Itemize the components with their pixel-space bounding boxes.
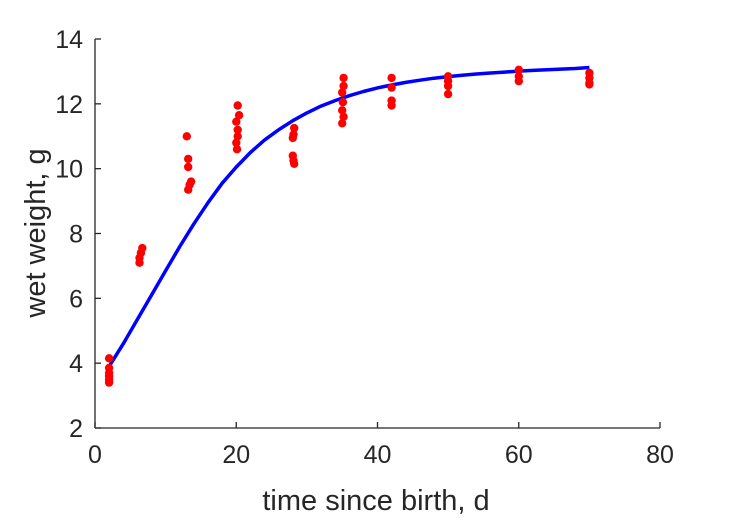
data-points-layer — [104, 65, 594, 387]
data-point — [387, 101, 396, 110]
data-point — [443, 89, 453, 99]
data-point — [339, 81, 348, 91]
axes — [94, 38, 661, 429]
data-point — [339, 112, 348, 122]
y-tick-label: 6 — [69, 285, 83, 313]
x-tick-label: 80 — [646, 441, 674, 469]
y-tick-label: 8 — [69, 221, 83, 249]
data-point — [290, 159, 299, 168]
x-tick-label: 60 — [505, 441, 533, 469]
data-point — [234, 111, 244, 120]
tick-labels: 0 20 40 60 80 2 4 6 8 10 12 14 — [55, 26, 674, 469]
x-tick-label: 20 — [222, 441, 250, 469]
data-point — [387, 73, 396, 83]
data-point — [514, 76, 523, 86]
y-tick-label: 10 — [55, 156, 83, 184]
data-point — [387, 83, 396, 92]
y-tick-label: 2 — [69, 415, 83, 443]
y-axis-label: wet weight, g — [20, 148, 52, 318]
data-point — [338, 88, 347, 97]
data-point — [184, 185, 193, 194]
data-point — [338, 119, 347, 128]
data-point — [339, 73, 348, 83]
data-point — [443, 81, 453, 91]
y-tick-label: 4 — [69, 350, 83, 378]
x-tick-label: 0 — [88, 441, 102, 469]
data-point — [232, 145, 242, 154]
data-point — [184, 162, 193, 172]
fit-curve-layer — [107, 65, 590, 368]
data-point — [184, 154, 193, 164]
data-point — [585, 80, 594, 89]
data-point — [232, 138, 241, 147]
data-point — [104, 378, 114, 387]
data-point — [233, 125, 242, 134]
x-axis-label: time since birth, d — [262, 485, 489, 517]
data-point — [233, 101, 242, 110]
data-point — [290, 123, 299, 133]
data-point — [514, 65, 523, 75]
data-point — [338, 98, 348, 107]
data-point — [182, 132, 191, 141]
data-point — [104, 354, 114, 363]
y-tick-label: 12 — [55, 91, 83, 119]
fit-curve — [107, 65, 590, 368]
y-tick-label: 14 — [55, 26, 83, 54]
data-point — [232, 117, 241, 126]
data-point — [233, 132, 242, 141]
data-point — [138, 243, 147, 253]
x-tick-label: 40 — [364, 441, 392, 469]
data-point — [288, 133, 297, 143]
data-point — [338, 106, 347, 115]
